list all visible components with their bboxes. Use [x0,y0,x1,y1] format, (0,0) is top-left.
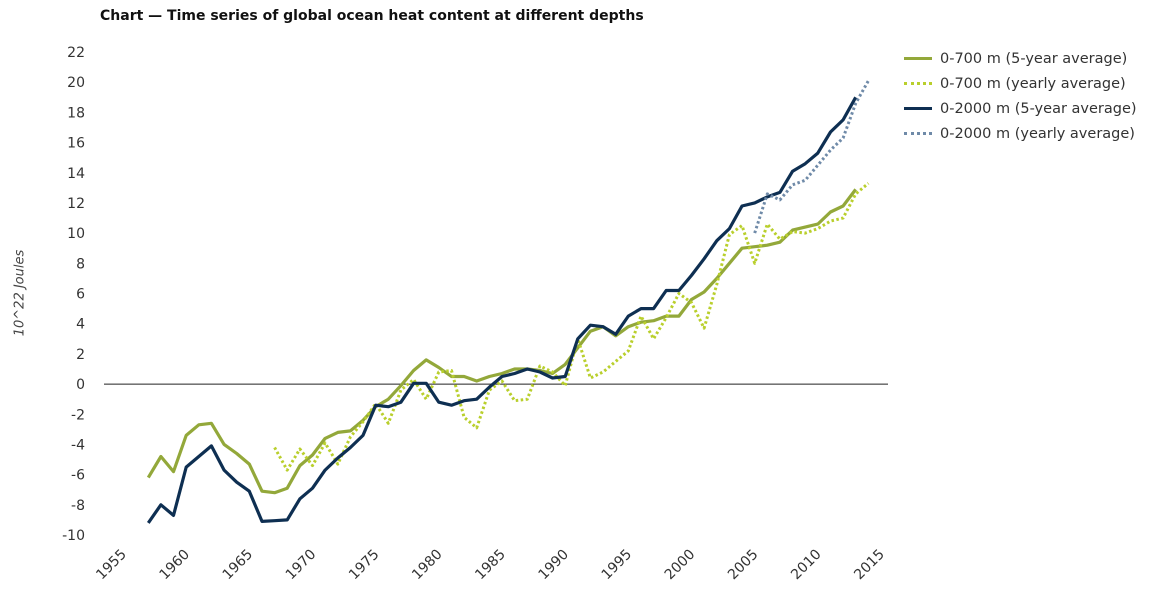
legend-item: 0-2000 m (5-year average) [904,96,1137,121]
y-tick-label: 12 [67,196,85,212]
x-tick-label: 2010 [788,547,825,584]
legend-swatch [904,107,932,110]
y-tick-label: 16 [67,136,85,152]
legend-item: 0-700 m (yearly average) [904,71,1137,96]
legend-label: 0-2000 m (5-year average) [940,100,1137,117]
legend-item: 0-700 m (5-year average) [904,46,1137,71]
series-line-3 [146,96,858,524]
x-tick-label: 1955 [93,547,130,584]
series-lines [146,79,870,524]
legend-item: 0-2000 m (yearly average) [904,121,1137,146]
chart-title: Chart — Time series of global ocean heat… [100,8,644,24]
x-tick-label: 1985 [472,547,509,584]
y-tick-label: -8 [71,498,85,514]
x-tick-label: 1960 [156,547,193,584]
x-tick-label: 1970 [283,547,320,584]
y-tick-label: 2 [76,347,85,363]
y-tick-label: 18 [67,105,85,121]
y-tick-label: 10 [67,226,85,242]
legend-label: 0-700 m (5-year average) [940,50,1128,67]
legend-swatch [904,82,932,85]
legend-label: 0-2000 m (yearly average) [940,125,1135,142]
y-tick-label: -4 [71,437,85,453]
x-tick-label: 1995 [599,547,636,584]
y-tick-label: -6 [71,468,85,484]
x-tick-label: 2000 [662,547,699,584]
y-tick-label: -2 [71,407,85,423]
y-tick-label: -10 [62,528,85,544]
legend-label: 0-700 m (yearly average) [940,75,1126,92]
y-tick-label: 22 [67,45,85,61]
x-tick-label: 2005 [725,547,762,584]
y-tick-label: 20 [67,75,85,91]
y-tick-label: 14 [67,166,85,182]
x-tick-label: 1980 [409,547,446,584]
x-tick-labels: 1955 1960 1965 1970 1975 1980 1985 1990 1995 2000… [93,547,888,584]
y-tick-label: 8 [76,256,85,272]
legend-swatch [904,57,932,60]
x-tick-label: 2015 [851,547,888,584]
y-tick-label: 6 [76,287,85,303]
y-tick-labels: -10 -8 -6 -4 -2 0 2 4 6 8 10 12 14 16 18 20 22 [62,45,85,544]
series-line-1 [146,188,857,495]
y-tick-label: 0 [76,377,85,393]
x-tick-label: 1990 [535,547,572,584]
y-tick-label: 4 [76,317,85,333]
x-tick-label: 1965 [220,547,257,584]
series-line-2 [273,182,870,472]
x-tick-label: 1975 [346,547,383,584]
legend: 0-700 m (5-year average) 0-700 m (yearly … [904,46,1137,146]
legend-swatch [904,132,932,135]
